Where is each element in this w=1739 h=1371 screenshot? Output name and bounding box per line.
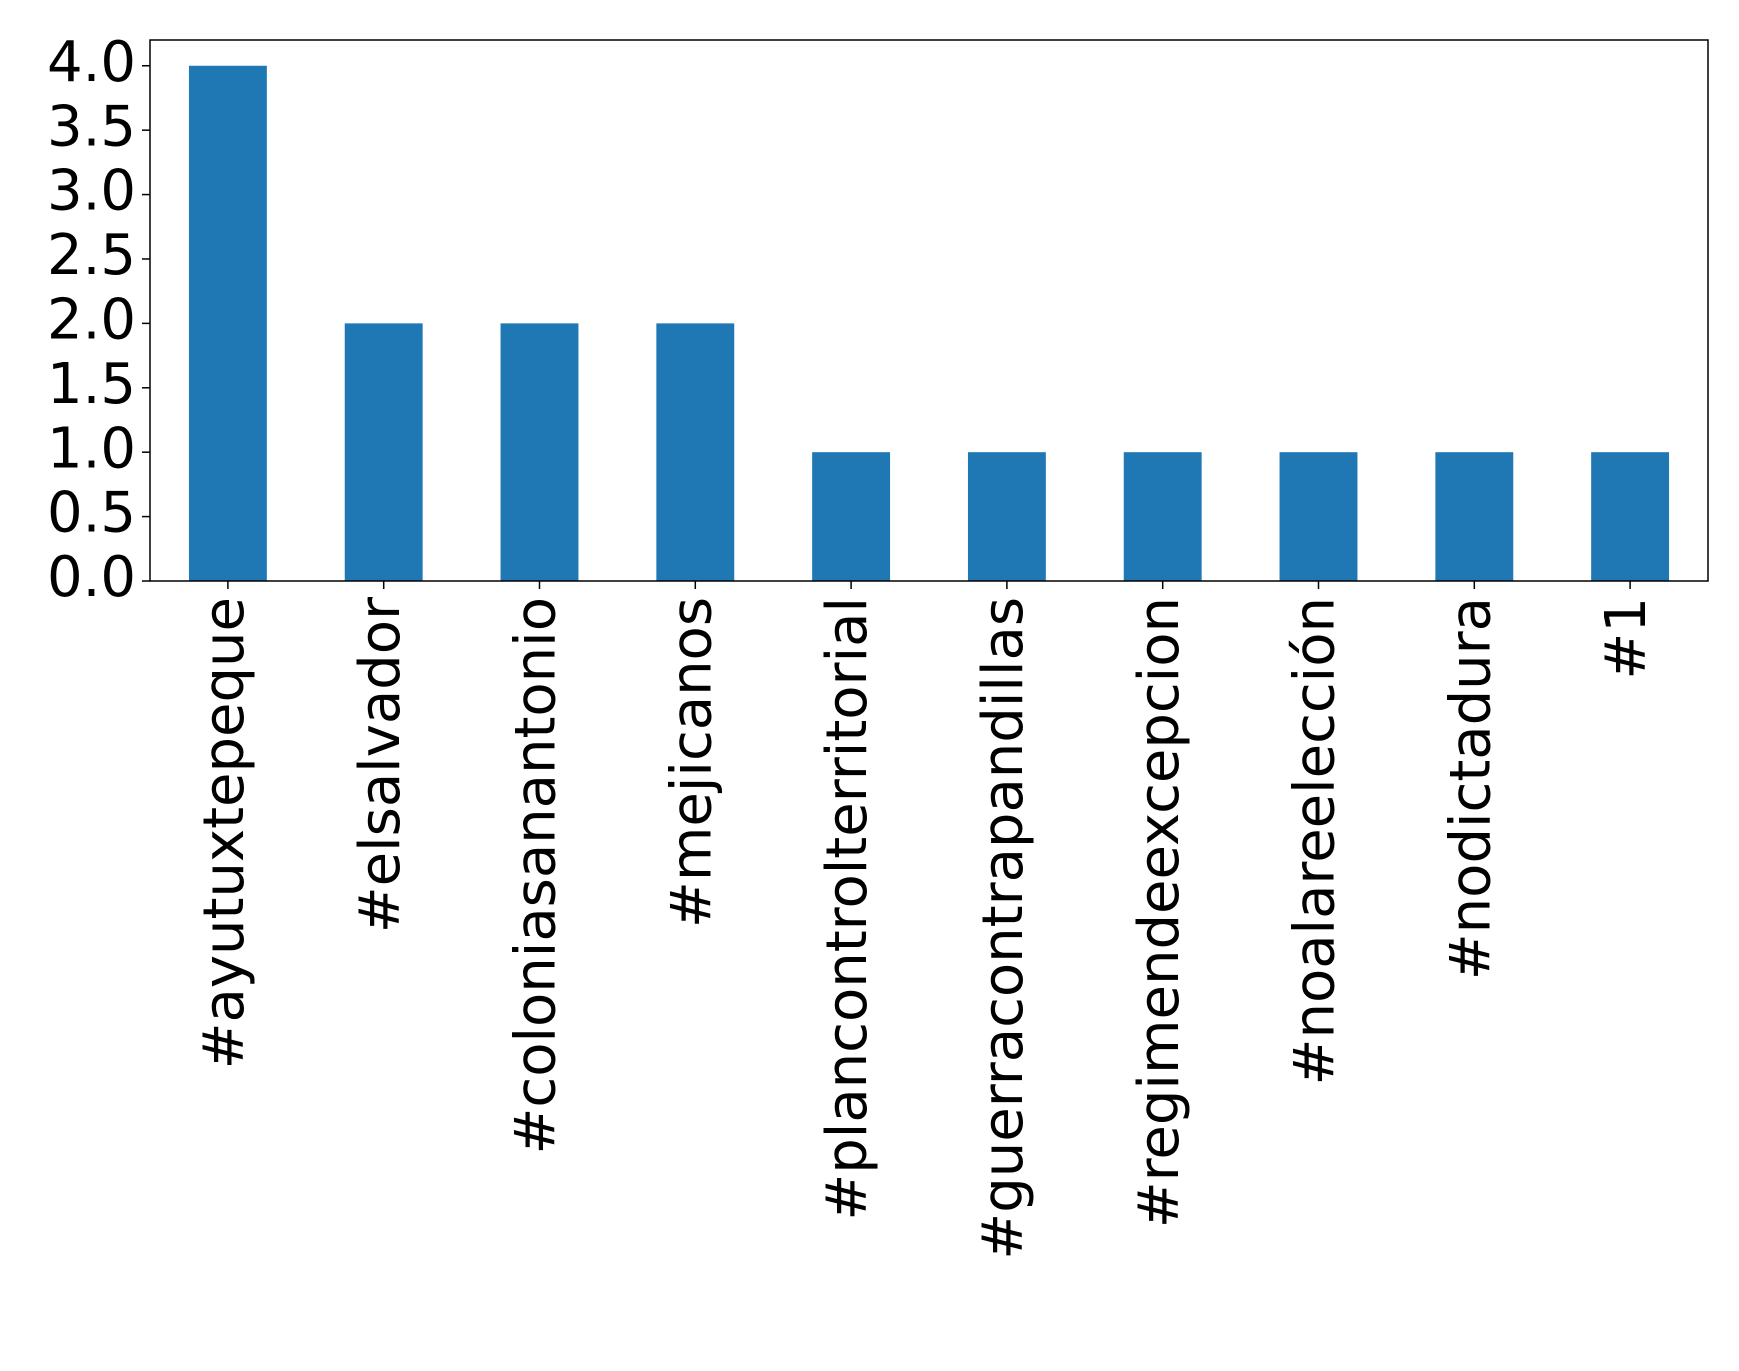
plot-frame (149, 39, 1709, 582)
bar (1591, 452, 1670, 581)
x-tick-label: #1 (1594, 597, 1659, 680)
x-tick-label: #mejicanos (659, 597, 724, 928)
y-tick-label: 3.0 (47, 159, 136, 224)
bar (1279, 452, 1358, 581)
bar (188, 65, 267, 581)
bar (1123, 452, 1202, 581)
x-tick-label: #coloniasanantonio (504, 597, 569, 1154)
bar (967, 452, 1046, 581)
x-tick-label: #regimendeexcepcion (1127, 597, 1192, 1228)
x-tick-label: #noalareelección (1283, 597, 1348, 1085)
x-tick-label: #nodictadura (1438, 597, 1503, 980)
bar (1435, 452, 1514, 581)
y-tick-label: 1.0 (47, 416, 136, 481)
x-tick-label: #plancontrolterritorial (815, 597, 880, 1221)
y-tick-label: 1.5 (47, 352, 136, 417)
y-tick-label: 3.5 (47, 94, 136, 159)
x-tick-label: #ayutuxtepeque (192, 597, 257, 1069)
x-tick-label: #elsalvador (348, 596, 413, 933)
bar (500, 323, 579, 581)
bar (656, 323, 735, 581)
y-tick-label: 2.5 (47, 223, 136, 288)
y-tick-label: 0.0 (47, 545, 136, 610)
x-tick-label: #guerracontrapandillas (971, 597, 1036, 1260)
bar (812, 452, 891, 581)
y-tick-label: 4.0 (47, 30, 136, 95)
bar (344, 323, 423, 581)
y-tick-label: 2.0 (47, 288, 136, 353)
y-tick-label: 0.5 (47, 481, 136, 546)
